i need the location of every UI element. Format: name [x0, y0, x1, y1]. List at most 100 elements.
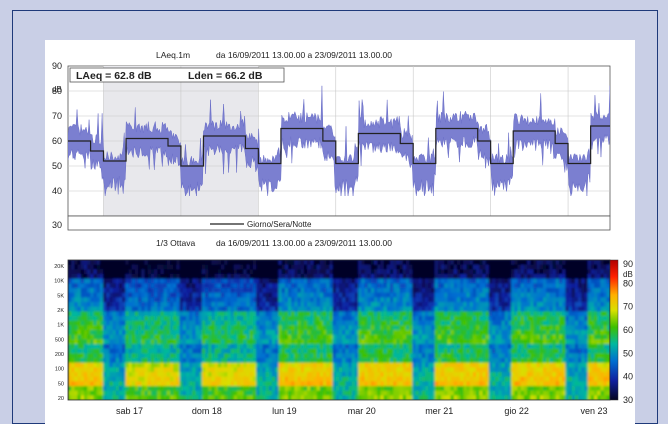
spectrogram-cell: [103, 260, 107, 266]
spectrogram-cell: [437, 334, 442, 340]
spectrogram-cell: [115, 367, 120, 373]
spectrogram-cell: [144, 283, 149, 289]
spectrogram-cell: [205, 278, 209, 284]
spectrogram-cell: [224, 376, 229, 382]
spectrogram-cell: [361, 339, 366, 345]
spectrogram-cell: [122, 288, 126, 294]
spectrogram-cell: [185, 381, 190, 387]
spectrogram-cell: [166, 367, 171, 373]
spectrogram-cell: [103, 320, 107, 326]
spectrogram-cell: [536, 269, 541, 275]
spectrogram-cell: [122, 372, 126, 378]
spectrogram-cell: [326, 334, 331, 340]
spectrogram-cell: [262, 395, 267, 400]
spectrogram-cell: [134, 367, 139, 373]
spectrogram-cell: [157, 353, 162, 359]
spectrogram-cell: [163, 353, 168, 359]
spectrogram-cell: [157, 376, 162, 382]
spectrogram-cell: [236, 288, 241, 294]
spectrogram-cell: [192, 344, 197, 350]
spectrogram-cell: [185, 283, 190, 289]
spectrogram-cell: [147, 334, 152, 340]
spectrogram-cell: [530, 274, 535, 280]
spectrogram-cell: [259, 320, 264, 326]
spectrogram-cell: [584, 302, 589, 308]
spectrogram-cell: [182, 372, 187, 378]
spectrogram-cell: [74, 330, 79, 336]
spectrogram-cell: [335, 325, 340, 331]
spectrogram-cell: [339, 390, 343, 396]
spectrogram-cell: [536, 362, 541, 368]
spectrogram-cell: [546, 353, 551, 359]
spectrogram-cell: [326, 316, 331, 322]
spectrogram-cell: [415, 278, 420, 284]
spectrogram-cell: [179, 283, 184, 289]
spectrogram-cell: [367, 260, 372, 266]
spectrogram-cell: [160, 395, 165, 400]
spectrogram-cell: [192, 283, 197, 289]
spectrogram-cell: [307, 376, 311, 382]
spectrogram-cell: [246, 376, 251, 382]
spectrogram-cell: [166, 283, 171, 289]
spectrogram-cell: [536, 344, 541, 350]
spectrogram-cell: [409, 367, 413, 373]
spectrogram-cell: [230, 395, 235, 400]
spectrogram-cell: [383, 330, 388, 336]
spectrogram-cell: [437, 316, 442, 322]
spectrogram-cell: [208, 334, 213, 340]
spectrogram-cell: [383, 376, 388, 382]
spectrogram-cell: [170, 376, 174, 382]
spectrogram-cell: [351, 325, 356, 331]
spectrogram-cell: [141, 302, 146, 308]
spectrogram-cell: [501, 358, 506, 364]
spectrogram-cell: [201, 325, 206, 331]
spectrogram-cell: [345, 274, 350, 280]
spectrogram-cell: [492, 292, 496, 298]
spectrogram-cell: [77, 325, 82, 331]
spectrogram-cell: [83, 339, 88, 345]
spectrogram-cell: [370, 274, 375, 280]
spectrogram-cell: [112, 274, 117, 280]
spectrogram-cell: [125, 390, 130, 396]
spectrogram-cell: [581, 334, 586, 340]
spectrogram-cell: [530, 316, 535, 322]
spectrogram-cell: [240, 320, 244, 326]
spectrogram-cell: [552, 381, 557, 387]
spectrogram-cell: [268, 274, 273, 280]
spectrogram-cell: [294, 292, 299, 298]
spectrogram-cell: [364, 264, 369, 270]
spectrogram-cell: [558, 358, 563, 364]
spectrogram-cell: [214, 344, 219, 350]
spectrogram-cell: [466, 381, 471, 387]
spectrogram-cell: [141, 320, 146, 326]
spectrogram-cell: [128, 288, 133, 294]
spectrogram-cell: [243, 316, 248, 322]
spectrogram-cell: [134, 353, 139, 359]
spectrogram-cell: [211, 330, 216, 336]
spectrogram-cell: [182, 325, 187, 331]
spectrogram-cell: [96, 390, 101, 396]
spectrogram-cell: [555, 376, 560, 382]
spectrogram-cell: [523, 320, 528, 326]
spectrogram-cell: [90, 386, 95, 392]
spectrogram-cell: [428, 274, 433, 280]
spectrogram-cell: [555, 330, 560, 336]
spectrogram-cell: [342, 283, 346, 289]
spectrogram-cell: [377, 288, 382, 294]
spectrogram-cell: [236, 306, 241, 312]
spectrogram-cell: [501, 316, 506, 322]
spectrogram-cell: [335, 264, 340, 270]
spectrogram-cell: [316, 344, 321, 350]
spectrogram-cell: [495, 320, 500, 326]
spectrogram-cell: [154, 278, 158, 284]
spectrogram-cell: [520, 306, 525, 312]
spectrogram-cell: [507, 278, 512, 284]
spectrogram-cell: [284, 339, 289, 345]
spectrogram-cell: [543, 334, 547, 340]
spectrogram-cell: [339, 302, 343, 308]
spectrogram-cell: [272, 278, 276, 284]
spectrogram-cell: [456, 316, 461, 322]
spectrogram-cell: [246, 316, 251, 322]
spectrogram-cell: [176, 348, 181, 354]
spectrogram-cell: [192, 264, 197, 270]
